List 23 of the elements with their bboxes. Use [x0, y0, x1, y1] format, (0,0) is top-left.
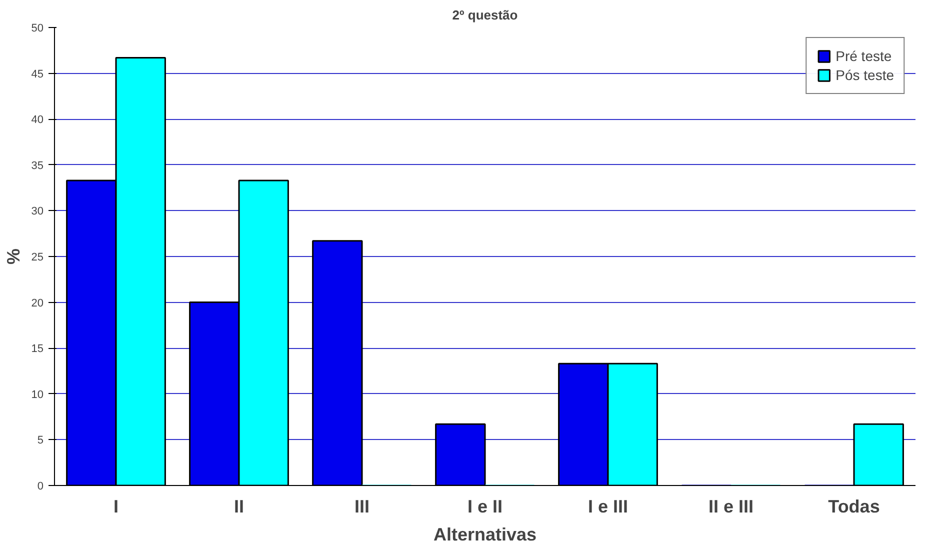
y-tick-label: 0	[37, 480, 44, 492]
x-tick-label: I e II	[467, 496, 503, 516]
y-axis-title: %	[3, 248, 24, 264]
y-tick-label: 45	[31, 68, 44, 80]
x-tick-label: I	[114, 496, 119, 516]
x-tick-label: II e III	[708, 496, 754, 516]
x-tick-label: II	[234, 496, 244, 516]
y-tick-label: 5	[37, 434, 44, 447]
y-tick-label: 10	[31, 388, 44, 401]
x-tick-label: III	[354, 496, 370, 516]
y-tick-label: 40	[31, 114, 44, 126]
x-axis-title: Alternativas	[433, 524, 537, 544]
y-tick-label: 30	[31, 206, 44, 218]
x-tick-label: I e III	[588, 496, 628, 516]
y-tick-label: 50	[31, 22, 44, 34]
y-tick-label: 20	[31, 297, 44, 310]
legend-label: Pré teste	[836, 48, 892, 64]
chart-title: 2º questão	[452, 8, 518, 22]
y-tick-label: 25	[31, 252, 44, 264]
y-tick-label: 15	[31, 343, 44, 356]
legend-label: Pós teste	[836, 67, 894, 83]
x-tick-label: Todas	[828, 496, 880, 516]
y-tick-label: 35	[31, 160, 44, 172]
